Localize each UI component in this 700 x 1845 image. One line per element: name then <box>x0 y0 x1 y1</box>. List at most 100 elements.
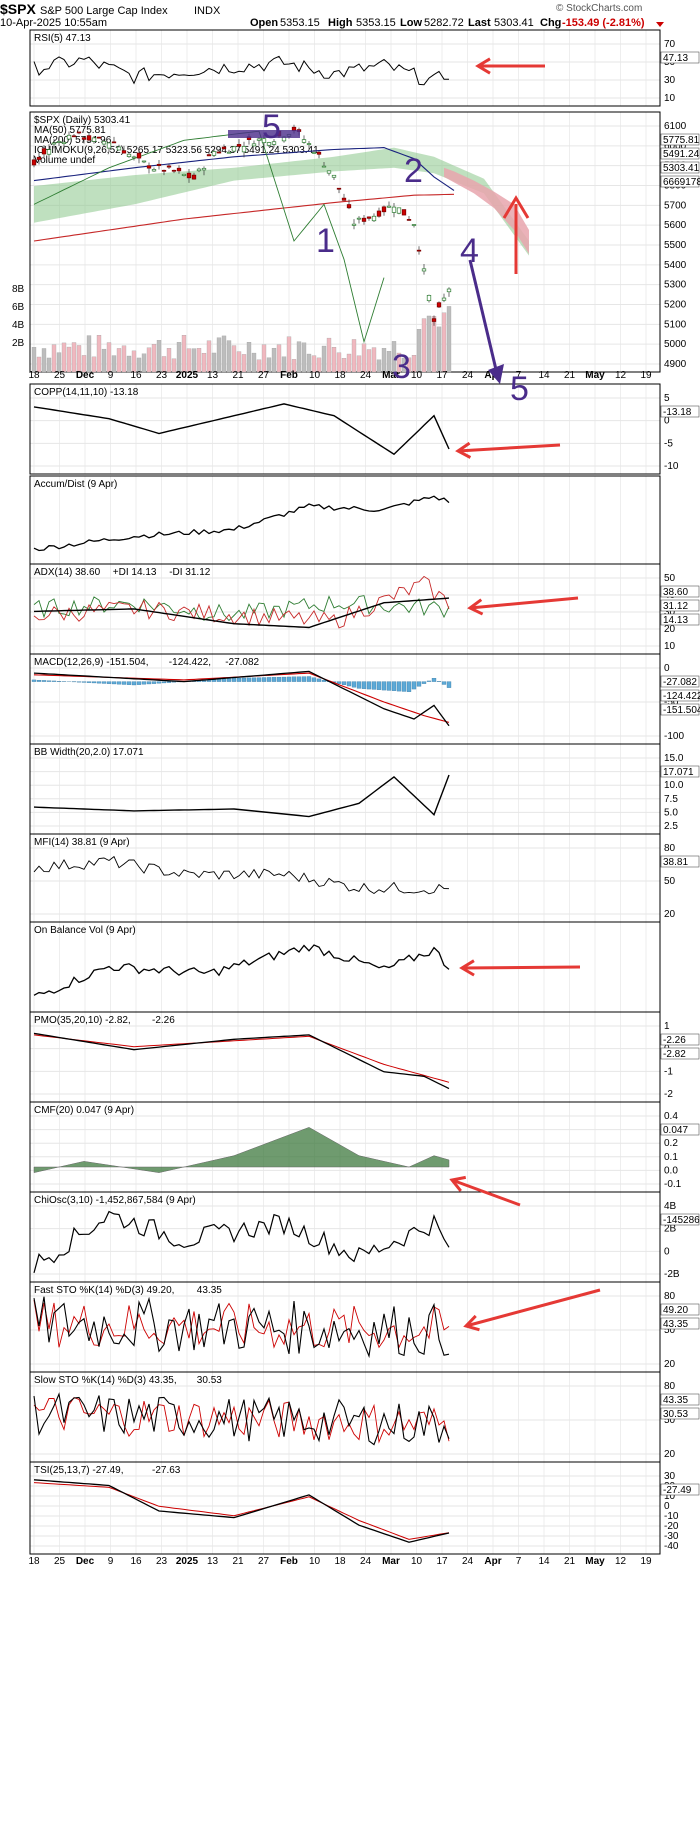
time-axis-label: 27 <box>258 1556 270 1567</box>
volume-bar <box>332 347 336 372</box>
macd-histogram-bar <box>432 678 436 681</box>
candle-down <box>122 151 126 154</box>
candle-up <box>182 174 186 175</box>
macd-histogram-bar <box>442 682 446 685</box>
macd-histogram-bar <box>407 682 411 692</box>
macd-histogram-bar <box>122 682 126 685</box>
time-axis-label: 13 <box>207 1556 219 1567</box>
legend-entry: MFI(14) 38.81 (9 Apr) <box>34 837 130 848</box>
time-axis-label: 13 <box>207 370 219 381</box>
candle-down <box>217 152 221 153</box>
volume-bar <box>372 348 376 372</box>
macd-histogram-bar <box>287 677 291 682</box>
copp-line <box>34 404 449 454</box>
macd-histogram-bar <box>137 682 141 685</box>
axis-tick-label: 7.5 <box>664 794 678 805</box>
volume-bar <box>107 343 111 372</box>
candle-up <box>117 147 121 150</box>
low-label: Low <box>400 17 422 29</box>
macd-histogram-bar <box>112 682 116 684</box>
axis-tick-label: 80 <box>664 843 676 854</box>
axis-tick-label: 20 <box>664 1359 676 1370</box>
volume-bar <box>367 350 371 372</box>
last-value: 5303.41 <box>494 17 534 29</box>
axis-tick-label: 5200 <box>664 300 687 311</box>
axis-tick-label: 80 <box>664 1381 676 1392</box>
macd-histogram-bar <box>132 682 136 685</box>
axis-tick-label: -2B <box>664 1269 680 1280</box>
axis-tick-label: -100 <box>664 731 684 742</box>
timestamp: 10-Apr-2025 10:55am <box>0 17 107 29</box>
panel-price: 6100600059005800570056005500540053005200… <box>30 112 700 372</box>
value-tag: 30.53 <box>663 1409 688 1420</box>
axis-tick-label: 0 <box>664 1246 670 1257</box>
time-axis-label: 16 <box>130 1556 142 1567</box>
legend-entry: +DI 14.13 <box>113 567 157 578</box>
volume-bar <box>192 349 196 372</box>
value-tag: -27.082 <box>663 677 697 688</box>
volume-bar <box>167 348 171 372</box>
axis-tick-label: 5 <box>664 393 670 404</box>
candle-up <box>442 298 446 300</box>
red-left-arrow-line <box>458 445 560 451</box>
legend-entry: ADX(14) 38.60 <box>34 567 101 578</box>
macd-histogram-bar <box>312 678 316 682</box>
area-cmf <box>34 1127 449 1172</box>
time-axis-label: Apr <box>484 1556 501 1567</box>
macd-line <box>34 671 449 725</box>
low-value: 5282.72 <box>424 17 464 29</box>
candle-up <box>197 169 201 171</box>
volume-bar <box>322 346 326 372</box>
candle-up <box>132 157 136 158</box>
time-axis-label: 25 <box>54 370 66 381</box>
macd-histogram-bar <box>272 677 276 681</box>
time-axis-label: Dec <box>76 370 95 381</box>
time-axis-label: 21 <box>564 1556 576 1567</box>
candle-down <box>417 250 421 251</box>
candle-up <box>372 216 376 220</box>
macd-histogram-bar <box>367 682 371 689</box>
value-tag: 43.35 <box>663 1319 688 1330</box>
candle-up <box>312 152 316 153</box>
axis-tick-label: 10 <box>664 93 676 104</box>
macd-histogram-bar <box>222 679 226 682</box>
candle-down <box>432 319 436 322</box>
axis-tick-label: -40 <box>664 1541 679 1552</box>
volume-bar <box>272 348 276 372</box>
brand-label: © StockCharts.com <box>556 3 642 14</box>
axis-tick-label: -10 <box>664 461 679 472</box>
volume-bar <box>227 341 231 372</box>
macd-histogram-bar <box>302 677 306 682</box>
value-tag: 14.13 <box>663 615 688 626</box>
time-axis-label: 21 <box>232 1556 244 1567</box>
axis-tick-label: 10.0 <box>664 780 684 791</box>
candle-up <box>227 152 231 153</box>
candle-up <box>327 171 331 173</box>
macd-histogram-bar <box>342 682 346 685</box>
volume-bar <box>377 360 381 372</box>
volume-axis-label: 4B <box>12 320 25 331</box>
candle-down <box>42 149 46 154</box>
time-axis-label: 16 <box>130 370 142 381</box>
candle-up <box>52 143 56 144</box>
legend-entry: 30.53 <box>197 1375 222 1386</box>
axis-tick-label: 5100 <box>664 319 687 330</box>
legend-entry: CMF(20) 0.047 (9 Apr) <box>34 1105 134 1116</box>
candle-up <box>397 208 401 213</box>
axis-tick-label: 20 <box>664 1449 676 1460</box>
volume-bar <box>97 335 101 372</box>
obv-line <box>34 945 449 995</box>
axis-tick-label: 5500 <box>664 240 687 251</box>
macd-histogram-bar <box>42 680 46 681</box>
macd-histogram-bar <box>242 678 246 682</box>
red-left-arrow-line <box>466 1290 600 1326</box>
open-label: Open <box>250 17 278 29</box>
value-tag: 0.047 <box>663 1125 688 1136</box>
macd-histogram-bar <box>412 682 416 689</box>
candle-down <box>342 198 346 200</box>
axis-tick-label: 10 <box>664 641 676 652</box>
macd-histogram-bar <box>237 678 241 682</box>
wave-label: 1 <box>316 222 335 260</box>
